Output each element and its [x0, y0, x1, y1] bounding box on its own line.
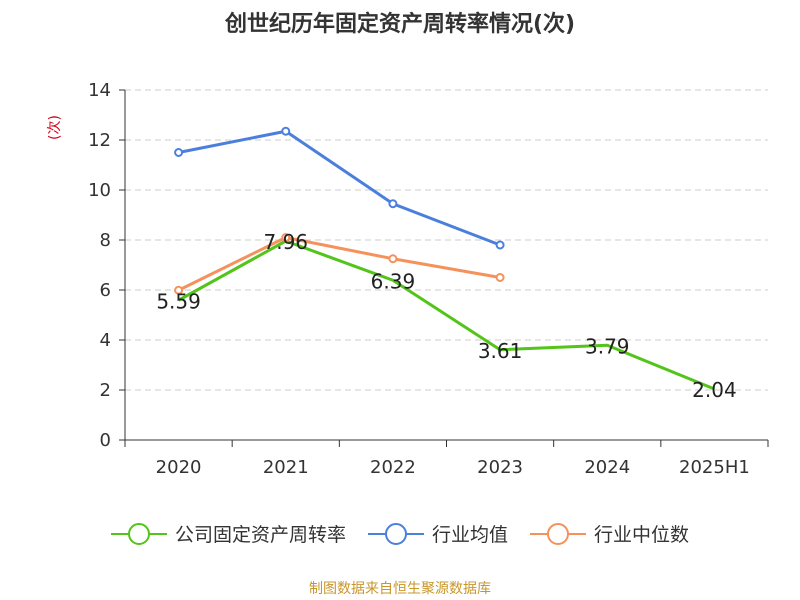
series-point-2 [388, 199, 398, 209]
y-tick-label: 14 [88, 80, 111, 101]
x-tick-label: 2025H1 [679, 457, 750, 478]
series-line-2 [178, 129, 501, 247]
legend-swatch-icon [530, 522, 586, 546]
y-tick-label: 2 [100, 380, 111, 401]
data-label: 5.59 [156, 289, 201, 313]
legend-item-2[interactable]: 行业均值 [367, 520, 508, 547]
series-point-2 [281, 126, 291, 136]
y-tick-label: 4 [100, 330, 111, 351]
data-label: 3.61 [478, 339, 523, 363]
y-tick-label: 6 [100, 280, 111, 301]
series-line-1 [177, 239, 715, 391]
legend-item-3[interactable]: 行业中位数 [530, 520, 689, 547]
data-label: 2.04 [692, 378, 737, 402]
chart-legend: 公司固定资产周转率 行业均值 行业中位数 [0, 520, 800, 547]
y-tick-label: 0 [100, 430, 111, 451]
y-tick-label: 8 [100, 230, 111, 251]
series-line-3 [177, 236, 501, 292]
chart-title: 创世纪历年固定资产周转率情况(次) [224, 12, 576, 37]
y-tick-label: 10 [88, 180, 111, 201]
legend-label: 公司固定资产周转率 [174, 524, 346, 546]
x-tick-label: 2020 [156, 457, 202, 478]
legend-circle-icon [547, 522, 569, 545]
legend-circle-icon [384, 522, 407, 545]
legend-swatch-icon [110, 522, 167, 546]
x-tick-label: 2022 [370, 457, 416, 478]
series-point-3 [174, 285, 184, 295]
legend-circle-icon [127, 522, 150, 545]
legend-swatch-icon [367, 522, 424, 546]
data-label: 3.79 [585, 334, 630, 358]
x-tick-label: 2023 [477, 457, 523, 478]
series-point-3 [281, 233, 291, 242]
legend-label: 行业均值 [431, 524, 508, 546]
series-point-3 [388, 254, 398, 264]
series-point-2 [174, 148, 184, 157]
x-tick-label: 2024 [584, 457, 630, 478]
series-point-2 [495, 240, 505, 250]
x-tick-label: 2021 [263, 457, 309, 478]
data-source-note: 制图数据来自恒生聚源数据库 [309, 581, 491, 597]
legend-label: 行业中位数 [594, 524, 690, 546]
data-label: 6.39 [371, 269, 416, 293]
series-point-3 [495, 273, 505, 282]
data-label: 7.96 [263, 230, 308, 254]
legend-item-1[interactable]: 公司固定资产周转率 [110, 520, 346, 547]
y-tick-label: 12 [88, 130, 111, 151]
